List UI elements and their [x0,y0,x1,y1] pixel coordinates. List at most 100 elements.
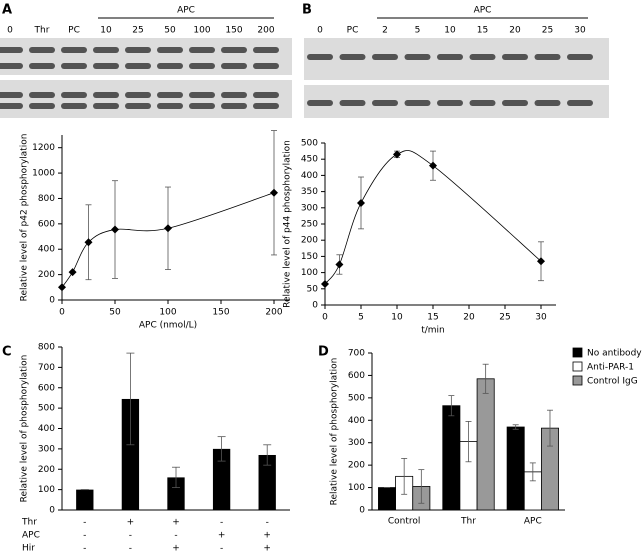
y-tick-label: 1200 [32,143,55,153]
y-axis-label: Relative level of phosphorylation [330,358,340,506]
y-tick-label: 500 [301,139,318,149]
lane-label: 0 [317,26,323,36]
marker [111,225,119,234]
panel-label: A [2,3,12,18]
marker [270,188,278,197]
blot-band [502,100,528,106]
blot-band [253,92,279,98]
lane-label: 15 [477,26,488,36]
x-tick-label: 15 [427,313,438,323]
y-tick-label: 600 [38,219,55,229]
blot-band [502,54,528,60]
condition-mark: + [263,544,271,554]
x-tick-label: 10 [391,313,403,323]
blot-band [93,92,119,98]
y-tick-label: 350 [301,187,318,197]
bar [378,487,396,511]
bar [506,426,525,511]
blot-band [29,103,55,109]
blot-band [189,103,215,109]
condition-mark: - [220,544,223,554]
blot-band [437,100,463,106]
blot-band [0,92,23,98]
y-tick-label: 50 [307,284,319,294]
x-tick-label: 50 [109,308,121,318]
condition-mark: - [83,544,86,554]
blot-band [61,47,87,53]
marker [84,238,93,247]
blot-band [189,63,215,69]
blot-band [125,92,151,98]
x-tick-label: 150 [212,308,229,318]
blot-band [93,103,119,109]
marker [393,150,401,159]
blot-band [189,47,215,53]
lane-group-label: APC [177,6,195,16]
blot-band [157,92,183,98]
lane-label: PC [347,26,359,36]
x-tick-label: 25 [499,313,510,323]
blot-band [534,54,561,60]
blot-band [404,100,431,106]
blot-band [0,103,23,109]
blot-band [469,54,496,60]
y-tick-label: 800 [38,194,55,204]
lane-label: PC [68,26,80,36]
blot-band [125,47,151,53]
blot-band [125,63,151,69]
x-axis-label: APC (nmol/L) [139,321,197,331]
lane-label: 5 [415,26,421,36]
blot-band [339,100,366,106]
marker [321,279,329,288]
y-tick-label: 700 [348,349,365,359]
lane-label: 100 [193,26,210,36]
x-tick-label: 0 [322,313,328,323]
blot-band [221,47,247,53]
blot-band [157,103,183,109]
blot-band [61,103,87,109]
y-tick-label: 400 [38,424,55,434]
blot-band [29,92,55,98]
lane-label: 30 [574,26,586,36]
marker [429,161,437,170]
y-axis-label: Relative level of phosphorylation [20,355,30,503]
blot-band [221,103,247,109]
blot-band [339,54,366,60]
lane-label: 200 [257,26,274,36]
bar [212,448,231,510]
marker [335,260,344,269]
y-tick-label: 500 [38,404,55,414]
y-tick-label: 450 [301,155,318,165]
x-tick-label: 100 [159,308,176,318]
x-tick-label: Control [388,517,421,527]
y-tick-label: 150 [301,252,318,262]
marker [68,268,77,277]
x-axis-label: t/min [421,326,445,336]
blot-band [93,63,119,69]
y-tick-label: 300 [38,444,55,454]
legend-label: Control IgG [587,377,638,387]
y-tick-label: 0 [49,296,55,306]
blot-band [157,47,183,53]
lane-group-label: APC [474,6,492,16]
condition-mark: - [83,518,86,528]
x-tick-label: 20 [463,313,475,323]
y-tick-label: 700 [38,363,55,373]
blot-band [567,54,593,60]
y-tick-label: 100 [301,268,318,278]
y-tick-label: 100 [348,483,365,493]
y-tick-label: 300 [348,438,365,448]
lane-label: Thr [34,26,50,36]
blot-band [404,54,431,60]
lane-label: 10 [100,26,112,36]
blot-band [125,103,151,109]
panel-label: D [318,345,329,360]
y-tick-label: 600 [38,383,55,393]
blot-band [221,63,247,69]
blot-band [189,92,215,98]
condition-mark: - [83,531,86,541]
y-tick-label: 1000 [32,169,55,179]
x-tick-label: Thr [460,517,476,527]
blot-band [372,100,398,106]
